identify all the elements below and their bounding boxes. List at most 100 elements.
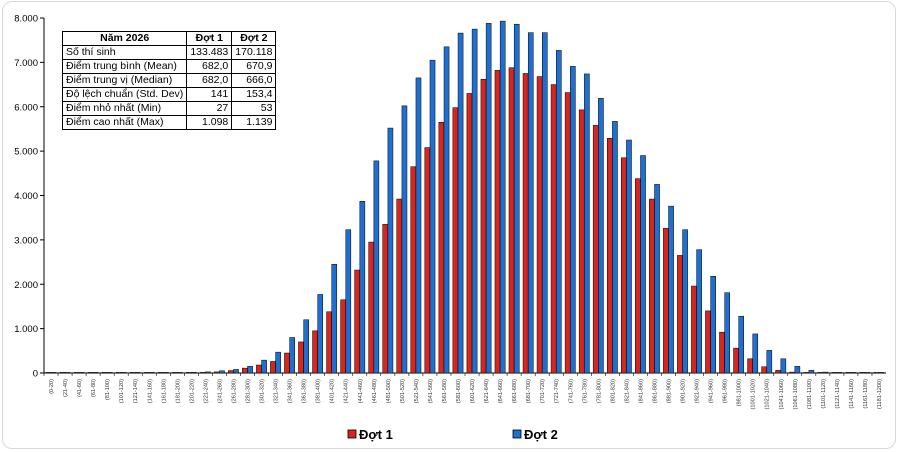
x-tick-label: (21-40) (63, 379, 69, 397)
bar-dot2 (822, 371, 829, 374)
bar-dot1 (424, 147, 431, 374)
bar-dot2 (668, 205, 674, 374)
x-tick-label: (801-820) (610, 379, 616, 403)
bar-dot1 (859, 372, 866, 374)
bar-dot2 (570, 66, 576, 374)
bar-dot2 (275, 351, 281, 374)
legend-label-dot2: Đợt 2 (524, 427, 558, 442)
x-tick-label: (581-600) (456, 379, 462, 403)
stats-value-dot1: 1.098 (186, 115, 233, 130)
stats-row-label: Điểm trung bình (Mean) (61, 59, 188, 74)
x-tick-label: (1101-1120) (821, 379, 827, 409)
bar-dot2 (401, 105, 408, 374)
bar-dot2 (738, 315, 745, 374)
stats-header-dot2: Đợt 2 (231, 31, 277, 46)
bar-dot2 (261, 359, 267, 374)
bar-dot1 (256, 364, 262, 374)
bar-dot2 (78, 372, 85, 374)
bar-dot1 (564, 92, 571, 374)
bar-dot2 (485, 23, 492, 374)
x-tick-label: (761-780) (582, 379, 588, 403)
bar-dot1 (87, 372, 94, 374)
bar-dot1 (536, 76, 543, 374)
bar-dot2 (499, 20, 506, 374)
bar-dot1 (592, 125, 599, 374)
bar-dot2 (612, 121, 618, 374)
bar-dot2 (780, 358, 787, 374)
x-tick-label: (361-380) (302, 379, 308, 403)
x-tick-label: (781-800) (596, 379, 602, 403)
bar-dot1 (214, 371, 220, 374)
stats-row: Điểm trung bình (Mean) 682,0 670,9 (61, 59, 277, 74)
bar-dot2 (878, 372, 885, 374)
bar-dot2 (50, 372, 57, 374)
bar-dot2 (457, 32, 464, 374)
y-tick-label: 8.000 (14, 14, 38, 25)
bar-dot1 (410, 166, 417, 374)
x-tick-label: (1041-1060) (779, 379, 785, 410)
bar-dot1 (171, 372, 178, 374)
bar-dot1 (789, 371, 795, 374)
x-tick-label: (481-500) (386, 379, 392, 403)
bar-dot2 (513, 23, 520, 374)
x-tick-label: (941-960) (709, 379, 715, 403)
bar-dot2 (640, 155, 646, 374)
x-tick-label: (561-580) (442, 379, 448, 403)
bar-dot1 (284, 352, 290, 374)
bar-dot1 (270, 361, 276, 374)
bar-dot1 (115, 372, 122, 374)
stats-header-dot1: Đợt 1 (186, 31, 233, 46)
bar-dot1 (803, 372, 809, 374)
x-tick-label: (121-140) (133, 379, 139, 403)
y-tick-label: 4.000 (14, 191, 38, 202)
bar-dot2 (106, 372, 113, 374)
x-tick-label: (621-640) (484, 379, 490, 403)
bar-dot2 (556, 50, 562, 374)
x-tick-label: (461-480) (372, 379, 378, 403)
bar-dot2 (864, 372, 871, 374)
bar-dot2 (387, 127, 394, 374)
bar-dot2 (724, 292, 730, 374)
bar-dot1 (817, 372, 824, 374)
stats-value-dot2: 1.139 (231, 115, 277, 130)
x-tick-label: (441-460) (358, 379, 364, 403)
stats-header-year: Năm 2026 (61, 31, 188, 46)
stats-row-label: Điểm trung vị (Median) (61, 73, 188, 88)
bar-dot2 (794, 366, 801, 374)
bar-dot1 (873, 372, 880, 374)
x-tick-label: (1081-1100) (807, 379, 813, 409)
bar-dot1 (466, 93, 473, 374)
x-tick-label: (981-1000) (737, 379, 743, 407)
x-tick-label: (261-280) (231, 379, 237, 403)
bar-dot2 (429, 59, 436, 374)
x-axis-ticks: (0-20) (21-40) (41-60) (61-80) (81-100) (101-… (43, 373, 883, 410)
bar-dot2 (654, 184, 660, 374)
x-tick-label: (381-400) (316, 379, 322, 403)
bar-dot2 (598, 98, 604, 374)
x-tick-label: (61-80) (91, 379, 97, 397)
bar-dot1 (228, 370, 234, 374)
stats-value-dot1: 133.483 (186, 45, 233, 60)
bar-dot1 (677, 255, 683, 374)
bar-dot2 (626, 139, 632, 374)
y-tick-label: 5.000 (14, 147, 38, 158)
bar-dot1 (621, 157, 627, 374)
bar-dot1 (705, 310, 711, 374)
stats-value-dot2: 170.118 (231, 45, 277, 60)
statistics-table: Năm 2026 Đợt 1 Đợt 2 Số thí sinh 133.483… (61, 31, 277, 130)
x-tick-label: (1181-1200) (877, 379, 883, 409)
bar-dot1 (382, 224, 388, 374)
x-tick-label: (141-160) (147, 379, 153, 403)
bar-dot1 (326, 311, 332, 374)
bar-dot2 (191, 372, 197, 374)
stats-row-label: Điểm cao nhất (Max) (61, 115, 188, 130)
bar-dot2 (233, 369, 239, 374)
bar-dot1 (775, 370, 781, 374)
bar-dot1 (298, 341, 304, 374)
x-tick-label: (1061-1080) (793, 379, 799, 410)
bar-dot2 (317, 294, 324, 374)
stats-value-dot1: 682,0 (186, 59, 233, 74)
bar-dot2 (359, 201, 366, 374)
stats-value-dot2: 666,0 (231, 73, 277, 88)
bar-dot2 (331, 264, 338, 374)
